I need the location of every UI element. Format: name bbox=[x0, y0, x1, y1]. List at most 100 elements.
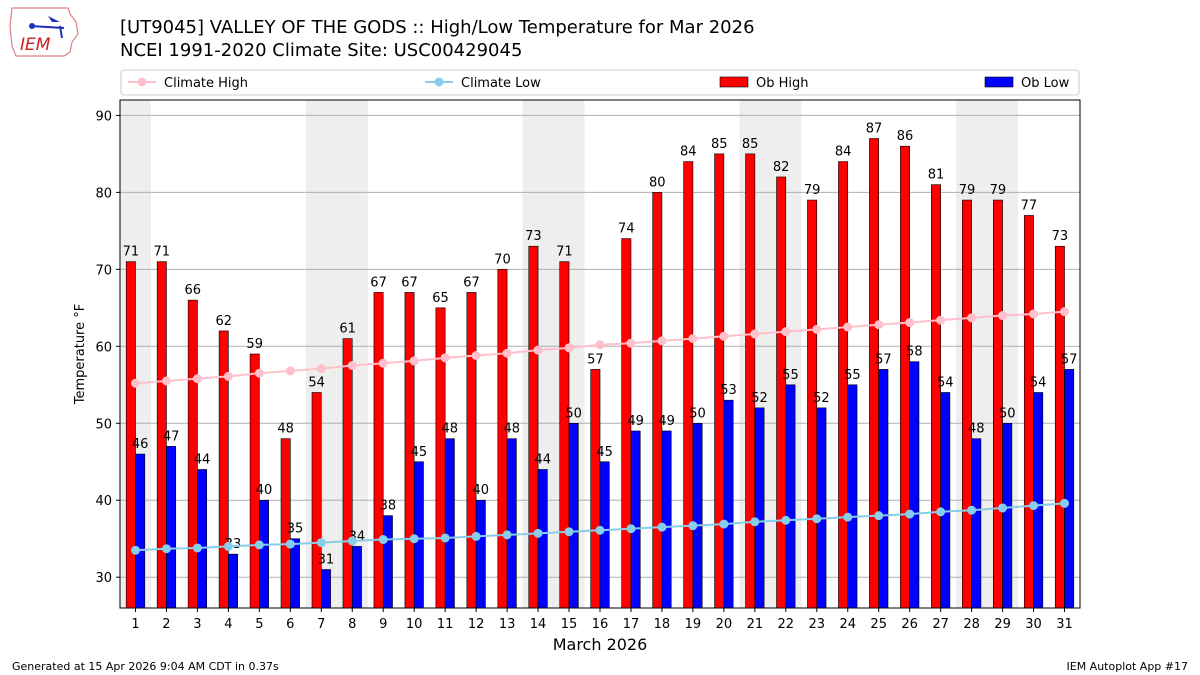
ob-high-bar bbox=[435, 307, 446, 609]
x-tick-label: 20 bbox=[716, 617, 733, 632]
climate-point bbox=[1029, 309, 1039, 319]
ob-high-label: 71 bbox=[123, 245, 140, 260]
ob-low-label: 31 bbox=[318, 553, 335, 568]
x-tick-label: 30 bbox=[1025, 617, 1042, 632]
ob-low-bar bbox=[444, 438, 455, 609]
x-tick-label: 24 bbox=[839, 617, 856, 632]
y-tick-label: 80 bbox=[95, 186, 112, 201]
climate-point bbox=[440, 353, 450, 363]
legend-label: Climate Low bbox=[461, 76, 541, 91]
climate-point bbox=[812, 514, 822, 524]
x-tick-label: 9 bbox=[379, 617, 387, 632]
ob-low-bar bbox=[506, 438, 517, 609]
ob-low-label: 55 bbox=[844, 368, 861, 383]
x-tick-label: 25 bbox=[870, 617, 887, 632]
ob-low-label: 48 bbox=[442, 422, 459, 437]
ob-low-bar bbox=[290, 538, 300, 609]
ob-high-bar bbox=[652, 192, 663, 609]
ob-low-label: 48 bbox=[503, 422, 520, 437]
ob-low-label: 46 bbox=[132, 437, 149, 452]
legend-bar-swatch bbox=[719, 76, 749, 88]
climate-point bbox=[502, 348, 512, 358]
ob-low-label: 47 bbox=[163, 429, 180, 444]
ob-low-bar bbox=[197, 469, 208, 609]
legend-label: Climate High bbox=[164, 76, 248, 91]
climate-point bbox=[905, 317, 915, 327]
ob-low-label: 55 bbox=[782, 368, 799, 383]
ob-high-label: 48 bbox=[277, 422, 294, 437]
ob-low-label: 50 bbox=[689, 406, 706, 421]
ob-high-bar bbox=[1054, 245, 1065, 609]
ob-high-label: 86 bbox=[897, 129, 914, 144]
ob-low-bar bbox=[971, 438, 982, 609]
legend-marker bbox=[137, 77, 147, 87]
climate-point bbox=[347, 361, 357, 371]
ob-low-label: 58 bbox=[906, 345, 923, 360]
ob-low-bar bbox=[723, 399, 734, 609]
climate-point bbox=[471, 351, 481, 361]
ob-high-bar bbox=[528, 245, 539, 609]
climate-point bbox=[967, 313, 977, 323]
ob-low-label: 50 bbox=[999, 406, 1016, 421]
x-tick-label: 16 bbox=[592, 617, 609, 632]
ob-low-label: 40 bbox=[256, 483, 273, 498]
ob-low-bar bbox=[1064, 369, 1075, 609]
climate-point bbox=[316, 538, 326, 548]
legend-label: Ob High bbox=[756, 76, 809, 91]
ob-high-label: 87 bbox=[866, 121, 883, 136]
legend-label: Ob Low bbox=[1021, 76, 1070, 91]
ob-low-label: 48 bbox=[968, 422, 985, 437]
ob-low-label: 52 bbox=[751, 391, 768, 406]
ob-high-bar bbox=[466, 292, 477, 609]
climate-point bbox=[130, 378, 140, 388]
climate-point bbox=[936, 315, 946, 325]
iem-logo: IEM bbox=[9, 7, 79, 57]
climate-point bbox=[998, 311, 1008, 321]
ob-low-bar bbox=[909, 361, 920, 609]
x-tick-label: 21 bbox=[747, 617, 764, 632]
ob-high-bar bbox=[559, 261, 570, 609]
x-tick-label: 26 bbox=[901, 617, 918, 632]
legend-bar-swatch bbox=[984, 76, 1014, 88]
ob-high-bar bbox=[342, 338, 353, 609]
ob-low-bar bbox=[785, 384, 796, 609]
ob-low-bar bbox=[537, 469, 548, 609]
ob-high-bar bbox=[838, 161, 849, 609]
x-tick-label: 7 bbox=[317, 617, 325, 632]
climate-point bbox=[781, 515, 791, 525]
ob-low-label: 50 bbox=[565, 406, 582, 421]
climate-point bbox=[626, 338, 636, 348]
ob-low-label: 38 bbox=[380, 499, 397, 514]
ob-high-label: 73 bbox=[525, 229, 542, 244]
climate-point bbox=[750, 517, 760, 527]
climate-point bbox=[812, 324, 822, 334]
climate-point bbox=[719, 519, 729, 529]
ob-low-bar bbox=[259, 499, 269, 609]
ob-high-label: 62 bbox=[215, 314, 232, 329]
chart-subtitle: NCEI 1991-2020 Climate Site: USC00429045 bbox=[120, 40, 523, 61]
ob-high-bar bbox=[497, 269, 508, 609]
ob-high-label: 71 bbox=[154, 245, 171, 260]
ob-high-bar bbox=[962, 199, 972, 609]
ob-low-label: 45 bbox=[411, 445, 428, 460]
ob-high-label: 82 bbox=[773, 160, 790, 175]
ob-high-bar bbox=[590, 369, 601, 609]
x-tick-label: 6 bbox=[286, 617, 294, 632]
x-tick-label: 5 bbox=[255, 617, 263, 632]
climate-point bbox=[564, 343, 574, 353]
x-tick-label: 19 bbox=[685, 617, 702, 632]
climate-point bbox=[254, 368, 264, 378]
climate-point bbox=[874, 320, 884, 330]
ob-low-label: 44 bbox=[194, 452, 211, 467]
ob-low-bar bbox=[475, 499, 486, 609]
climate-point bbox=[192, 374, 202, 384]
ob-high-bar bbox=[683, 161, 694, 609]
ob-low-bar bbox=[754, 407, 765, 609]
climate-point bbox=[967, 505, 977, 515]
x-tick-label: 1 bbox=[131, 617, 139, 632]
climate-point bbox=[316, 364, 326, 374]
ob-high-label: 67 bbox=[463, 275, 480, 290]
ob-high-label: 57 bbox=[587, 352, 604, 367]
x-tick-label: 11 bbox=[437, 617, 454, 632]
